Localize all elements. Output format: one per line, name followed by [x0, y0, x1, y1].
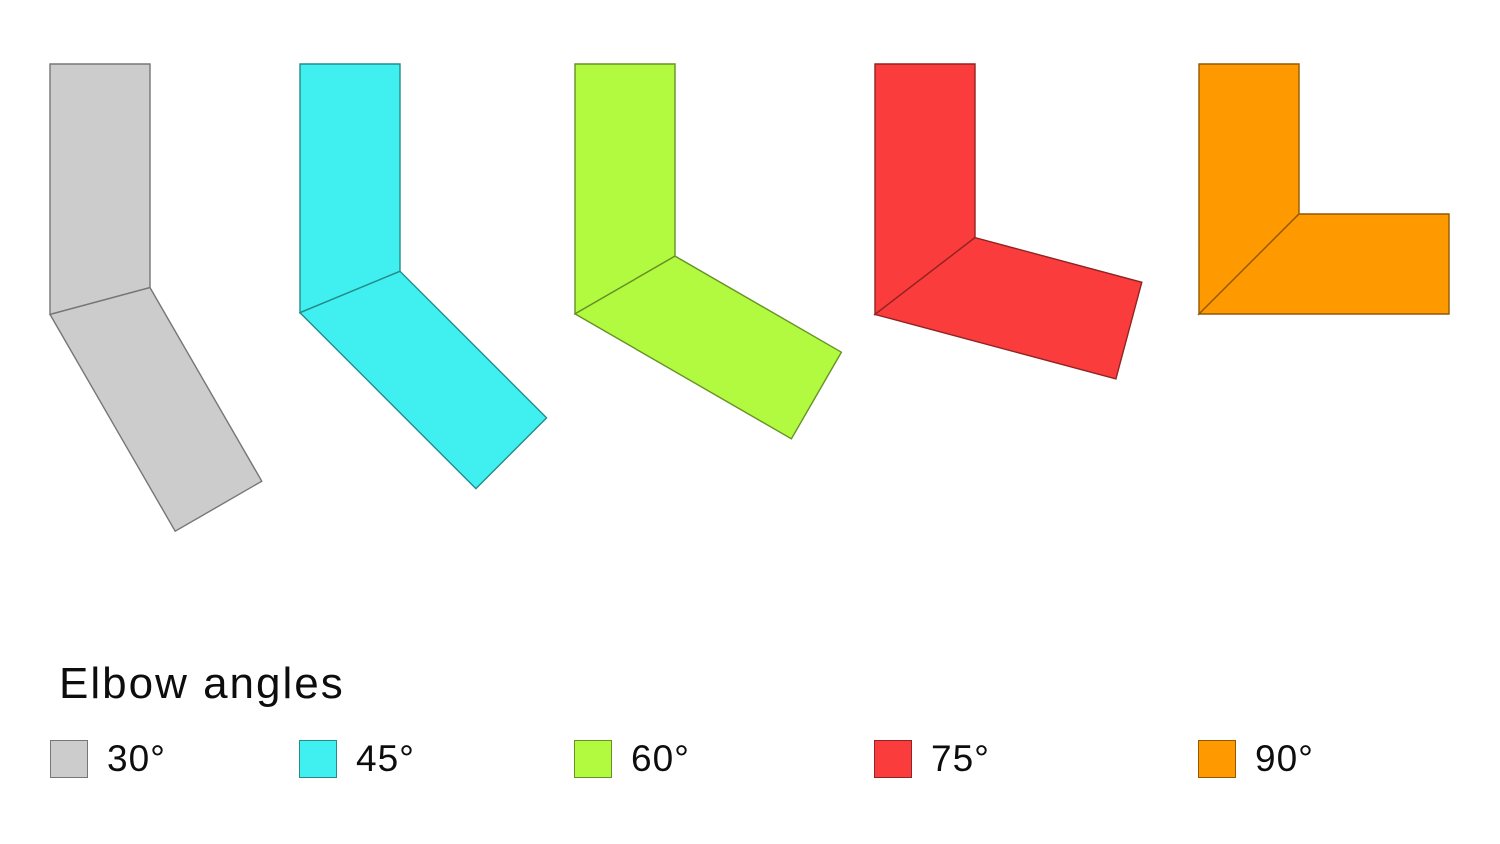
elbow-30-arm2: [48, 286, 263, 533]
legend-swatch-60: [574, 740, 612, 778]
legend-swatch-45: [299, 740, 337, 778]
legend-label-75: 75°: [931, 738, 990, 779]
legend-item-90: 90°: [1198, 740, 1314, 778]
legend-swatch-90: [1198, 740, 1236, 778]
legend-label-90: 90°: [1255, 738, 1314, 779]
figure-title: Elbow angles: [59, 659, 345, 708]
legend-item-45: 45°: [299, 740, 415, 778]
legend-swatch-30: [50, 740, 88, 778]
elbow-90-arm2: [1197, 213, 1450, 315]
legend-label-30: 30°: [107, 738, 166, 779]
legend-label-45: 45°: [356, 738, 415, 779]
legend-item-75: 75°: [874, 740, 990, 778]
elbow-45-arm1: [299, 63, 401, 314]
legend-item-60: 60°: [574, 740, 690, 778]
legend-item-30: 30°: [50, 740, 166, 778]
legend-label-60: 60°: [631, 738, 690, 779]
legend-swatch-75: [874, 740, 912, 778]
elbow-45-arm2: [298, 270, 548, 490]
elbow-75-arm2: [873, 236, 1143, 380]
elbow-30-arm1: [49, 63, 151, 316]
elbow-60-arm2: [573, 255, 843, 440]
